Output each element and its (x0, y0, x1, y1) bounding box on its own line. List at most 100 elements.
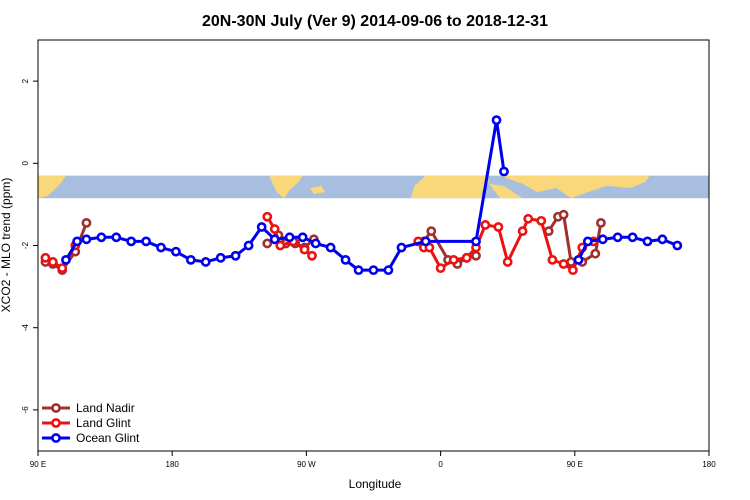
point-land-glint (547, 254, 558, 265)
point-ocean-glint (582, 236, 593, 247)
point-ocean-glint (156, 242, 166, 253)
point-land-glint (480, 220, 491, 230)
point-ocean-glint (491, 115, 502, 126)
x-axis-label: Longitude (349, 477, 402, 491)
legend-label: Land Glint (76, 416, 131, 430)
x-tick-label: 90 W (297, 460, 316, 469)
point-ocean-glint (573, 254, 584, 265)
point-land-glint (307, 250, 317, 261)
point-ocean-glint (96, 232, 107, 243)
point-land-glint (48, 257, 58, 267)
map-land (38, 175, 66, 199)
point-ocean-glint (499, 166, 509, 177)
legend-label: Land Nadir (76, 401, 135, 415)
point-land-nadir (262, 238, 273, 249)
map-land (500, 175, 650, 199)
point-ocean-glint (353, 265, 364, 276)
legend-marker (51, 418, 61, 428)
point-land-glint (461, 252, 472, 263)
point-land-glint (523, 213, 534, 224)
point-land-glint (299, 244, 310, 255)
legend-label: Ocean Glint (76, 431, 140, 445)
point-ocean-glint (672, 240, 683, 251)
point-land-glint (493, 222, 504, 232)
x-tick-label: 0 (438, 460, 443, 469)
point-ocean-glint (200, 257, 211, 267)
point-ocean-glint (185, 254, 196, 265)
legend-marker (51, 403, 61, 413)
y-tick-label: 0 (21, 161, 30, 166)
point-ocean-glint (126, 236, 137, 247)
point-land-nadir (426, 226, 437, 237)
point-ocean-glint (627, 232, 638, 243)
legend-item-ocean-glint: Ocean Glint (42, 431, 140, 445)
x-tick-label: 180 (166, 460, 180, 469)
y-axis: -6 -4 -2 0 2 (21, 78, 38, 413)
x-tick-label: 90 E (567, 460, 583, 469)
world-map-band (38, 175, 709, 199)
point-land-nadir (566, 257, 576, 267)
chart-title: 20N-30N July (Ver 9) 2014-09-06 to 2018-… (202, 13, 548, 30)
plot-border (37, 39, 710, 452)
legend-item-land-glint: Land Glint (42, 416, 131, 430)
x-axis: 90 E 180 90 W 0 90 E 180 (30, 451, 716, 469)
point-ocean-glint (72, 236, 83, 247)
point-ocean-glint (612, 232, 623, 243)
y-tick-label: -4 (21, 324, 30, 332)
point-land-nadir (471, 250, 481, 261)
plot-frame (37, 39, 710, 452)
series-land-nadir (40, 209, 606, 276)
y-tick-label: 2 (21, 78, 30, 83)
point-land-glint (448, 254, 459, 265)
point-ocean-glint (81, 234, 92, 245)
point-ocean-glint (230, 250, 241, 261)
point-ocean-glint (368, 265, 379, 276)
point-land-nadir (590, 248, 601, 259)
point-land-nadir (81, 217, 92, 228)
point-land-nadir (558, 209, 569, 220)
point-land-glint (275, 240, 286, 251)
series-layer (40, 115, 683, 276)
point-ocean-glint (215, 252, 226, 263)
point-land-glint (568, 265, 578, 276)
legend-marker (51, 433, 61, 443)
y-tick-label: -2 (21, 241, 30, 249)
point-ocean-glint (383, 265, 394, 276)
point-ocean-glint (310, 238, 321, 249)
point-ocean-glint (61, 254, 71, 265)
map-land (410, 175, 490, 199)
point-ocean-glint (141, 236, 152, 247)
point-land-glint (269, 224, 280, 234)
map-land (310, 185, 326, 195)
x-tick-label: 90 E (30, 460, 46, 469)
point-land-glint (517, 226, 528, 237)
point-ocean-glint (256, 222, 267, 232)
point-ocean-glint (657, 234, 668, 245)
point-ocean-glint (171, 246, 181, 257)
point-land-glint (57, 263, 68, 274)
point-ocean-glint (642, 236, 653, 247)
point-land-glint (262, 211, 273, 222)
point-land-nadir (595, 217, 606, 228)
map-land (269, 175, 303, 199)
point-ocean-glint (396, 242, 407, 253)
series-ocean-glint (61, 115, 683, 276)
point-land-glint (435, 263, 446, 274)
point-ocean-glint (340, 254, 351, 265)
point-land-glint (40, 252, 51, 263)
point-ocean-glint (420, 236, 431, 247)
point-ocean-glint (597, 234, 608, 245)
point-land-glint (536, 215, 547, 226)
point-ocean-glint (284, 232, 295, 243)
legend-item-land-nadir: Land Nadir (42, 401, 135, 415)
y-axis-label: XCO2 - MLO trend (ppm) (0, 178, 13, 313)
point-ocean-glint (269, 234, 280, 245)
x-tick-label: 180 (702, 460, 716, 469)
point-ocean-glint (297, 232, 308, 243)
map-land (489, 183, 523, 199)
point-ocean-glint (325, 242, 336, 253)
point-ocean-glint (471, 236, 481, 247)
